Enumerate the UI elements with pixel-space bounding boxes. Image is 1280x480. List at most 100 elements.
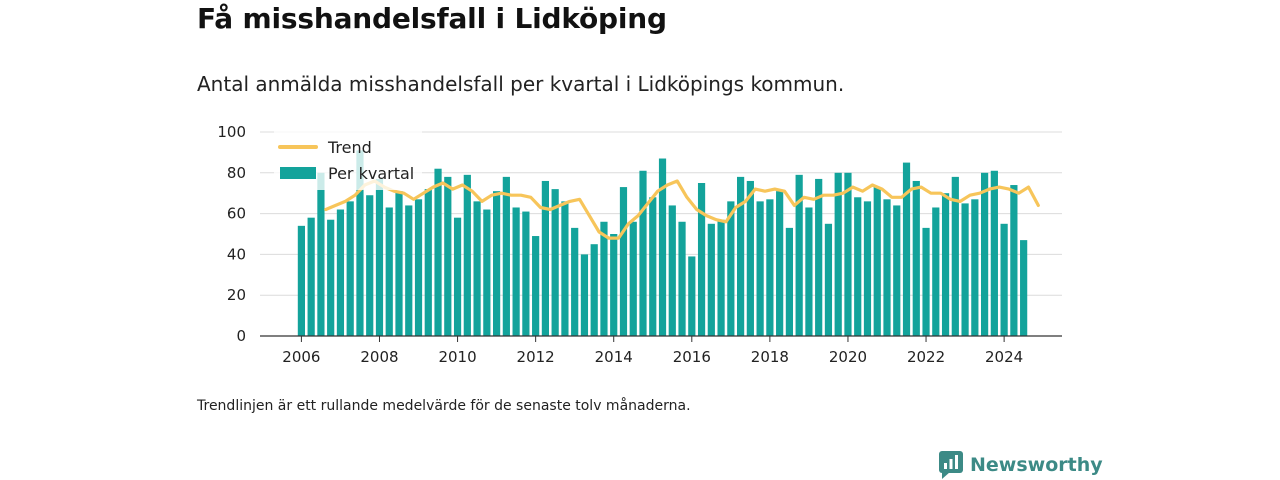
bar <box>639 170 647 336</box>
bar <box>932 207 940 336</box>
bar <box>873 187 881 336</box>
bar <box>424 189 432 336</box>
bar <box>297 225 305 336</box>
x-tick-label: 2012 <box>517 348 555 366</box>
bar <box>697 183 706 336</box>
bar <box>971 199 979 336</box>
bar <box>854 197 862 336</box>
x-tick-label: 2022 <box>907 348 945 366</box>
bar <box>522 211 530 336</box>
bar <box>336 209 345 336</box>
bar <box>405 205 413 336</box>
chart-title: Få misshandelsfall i Lidköping <box>197 2 667 35</box>
bar <box>629 221 637 336</box>
bar <box>532 236 540 336</box>
bar <box>590 244 598 336</box>
bar <box>951 176 959 336</box>
bar <box>453 217 462 336</box>
x-tick-label: 2024 <box>985 348 1023 366</box>
bar <box>346 201 354 336</box>
bar <box>307 217 315 336</box>
y-tick-label: 80 <box>227 164 246 182</box>
bar <box>981 172 989 336</box>
bar <box>385 207 393 336</box>
brand-name: Newsworthy <box>970 454 1103 476</box>
x-tick-label: 2014 <box>595 348 633 366</box>
bar <box>356 150 364 336</box>
bar <box>473 201 481 336</box>
bar <box>688 256 696 336</box>
x-tick-label: 2010 <box>438 348 476 366</box>
legend: Trend Per kvartal <box>274 130 422 190</box>
bar <box>327 219 335 336</box>
bar <box>375 178 384 336</box>
bar <box>512 207 520 336</box>
bar <box>541 180 549 336</box>
bar <box>395 191 403 336</box>
bar <box>707 223 715 336</box>
legend-bar-label: Per kvartal <box>328 164 414 183</box>
bar <box>805 207 813 336</box>
bar <box>668 205 676 336</box>
bar <box>414 199 423 336</box>
bar <box>756 201 764 336</box>
x-tick-label: 2018 <box>751 348 789 366</box>
bar <box>1010 185 1018 336</box>
x-tick-label: 2006 <box>282 348 320 366</box>
y-tick-label: 40 <box>227 245 246 263</box>
bar <box>610 234 618 336</box>
newsworthy-logo: Newsworthy <box>939 450 1103 480</box>
bar <box>776 191 784 336</box>
bar <box>766 199 774 336</box>
x-tick-label: 2020 <box>829 348 867 366</box>
bar <box>902 162 911 336</box>
bar <box>444 176 452 336</box>
bar <box>561 201 569 336</box>
newsworthy-logo-icon <box>939 451 963 479</box>
bar <box>795 174 803 336</box>
bar <box>483 209 491 336</box>
bar <box>785 227 793 336</box>
trend-line-group <box>324 179 1040 240</box>
chart-subtitle: Antal anmälda misshandelsfall per kvarta… <box>197 72 845 96</box>
bar <box>678 221 686 336</box>
bar <box>746 180 754 336</box>
bar <box>1020 240 1028 336</box>
bar <box>580 254 589 336</box>
bar <box>863 201 872 336</box>
bar <box>317 172 325 336</box>
bar <box>883 199 891 336</box>
bar <box>912 180 920 336</box>
bars-group <box>297 150 1028 336</box>
bar <box>571 227 579 336</box>
bar <box>990 170 998 336</box>
y-tick-label: 60 <box>227 205 246 223</box>
bar <box>619 187 628 336</box>
trend-line <box>324 179 1040 240</box>
axes: 0 20 40 60 80 100 2006 2008 2010 2012 2014 2016 2018… <box>217 123 1062 366</box>
y-tick-label: 100 <box>217 123 246 141</box>
bar <box>727 201 735 336</box>
bar <box>658 158 667 336</box>
bar <box>961 203 969 336</box>
bar <box>434 168 442 336</box>
bar <box>815 178 823 336</box>
bar <box>824 223 833 336</box>
bar <box>649 197 657 336</box>
x-tick-label: 2008 <box>360 348 398 366</box>
bar <box>366 195 374 336</box>
x-tick-label: 2016 <box>673 348 711 366</box>
bar <box>1000 223 1008 336</box>
y-tick-label: 0 <box>236 327 246 345</box>
bar <box>941 193 950 336</box>
bar <box>844 172 852 336</box>
footnote: Trendlinjen är ett rullande medelvärde f… <box>197 398 691 414</box>
bar <box>600 221 608 336</box>
bar <box>551 189 559 336</box>
legend-bar-swatch <box>280 167 316 179</box>
bar <box>493 191 501 336</box>
bar <box>717 219 725 336</box>
bar <box>737 176 745 336</box>
bar <box>502 176 510 336</box>
